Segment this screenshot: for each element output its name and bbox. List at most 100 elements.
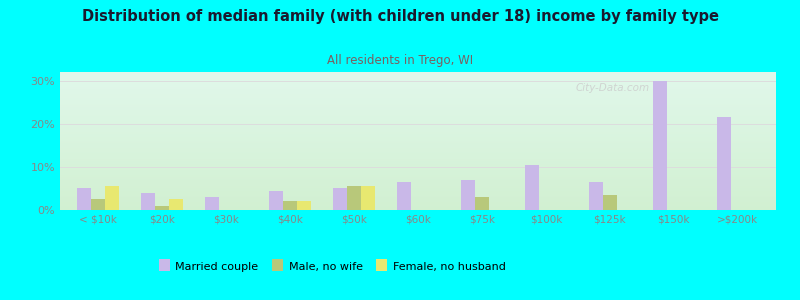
Bar (60, 195, 776, 196)
Bar (60, 178, 776, 179)
Bar (60, 125, 776, 126)
Bar (60, 167, 776, 168)
Bar (60, 132, 776, 133)
Bar (60, 112, 776, 113)
Bar (60, 91, 776, 92)
Bar (60, 169, 776, 170)
Bar (60, 102, 776, 103)
Bar (60, 84, 776, 85)
Bar (60, 95, 776, 96)
Bar (60, 134, 776, 135)
Bar (60, 189, 776, 190)
Bar (60, 110, 776, 111)
Bar (170, 199, 183, 210)
Bar (60, 202, 776, 203)
Bar (60, 154, 776, 155)
Bar (60, 191, 776, 192)
Bar (60, 156, 776, 157)
Bar (60, 163, 776, 164)
Bar (60, 202, 776, 203)
Bar (60, 145, 776, 146)
Bar (60, 90, 776, 91)
Bar (60, 165, 776, 166)
Bar (60, 83, 776, 84)
Bar (60, 209, 776, 210)
Bar (283, 201, 297, 210)
Bar (60, 168, 776, 169)
Bar (60, 123, 776, 124)
Bar (60, 74, 776, 75)
Bar (60, 79, 776, 80)
Bar (60, 141, 776, 142)
Bar (60, 111, 776, 112)
Bar (60, 76, 776, 77)
Bar (60, 147, 776, 148)
Bar (60, 116, 776, 117)
Bar (91, 199, 106, 210)
Bar (60, 122, 776, 123)
Bar (60, 101, 776, 102)
Bar (60, 80, 776, 81)
Bar (589, 182, 602, 210)
Bar (60, 138, 776, 139)
Bar (60, 99, 776, 100)
Legend: Married couple, Male, no wife, Female, no husband: Married couple, Male, no wife, Female, n… (154, 257, 510, 276)
Bar (60, 193, 776, 194)
Bar (60, 115, 776, 116)
Bar (60, 179, 776, 180)
Bar (60, 75, 776, 76)
Bar (60, 89, 776, 90)
Bar (60, 186, 776, 187)
Bar (297, 201, 311, 210)
Bar (60, 87, 776, 88)
Bar (60, 144, 776, 145)
Bar (60, 100, 776, 101)
Bar (60, 158, 776, 159)
Bar (60, 170, 776, 171)
Bar (60, 151, 776, 152)
Bar (60, 105, 776, 106)
Bar (60, 182, 776, 183)
Bar (397, 182, 411, 210)
Bar (60, 155, 776, 156)
Bar (60, 176, 776, 177)
Bar (60, 97, 776, 98)
Bar (717, 117, 730, 210)
Bar (60, 198, 776, 199)
Bar (60, 137, 776, 138)
Bar (60, 126, 776, 127)
Bar (60, 161, 776, 162)
Bar (60, 85, 776, 86)
Bar (60, 81, 776, 82)
Bar (60, 205, 776, 206)
Bar (60, 133, 776, 134)
Bar (347, 186, 361, 210)
Bar (60, 139, 776, 140)
Bar (60, 113, 776, 114)
Bar (60, 190, 776, 191)
Bar (60, 92, 776, 93)
Bar (78, 188, 91, 210)
Bar (60, 160, 776, 161)
Bar (60, 162, 776, 163)
Bar (60, 136, 776, 137)
Bar (653, 81, 666, 210)
Bar (60, 106, 776, 107)
Bar (60, 149, 776, 150)
Bar (60, 184, 776, 185)
Bar (525, 165, 539, 210)
Bar (60, 120, 776, 121)
Bar (269, 190, 283, 210)
Bar (60, 204, 776, 205)
Text: City-Data.com: City-Data.com (575, 83, 650, 93)
Bar (60, 104, 776, 105)
Bar (60, 119, 776, 120)
Bar (60, 135, 776, 136)
Bar (60, 128, 776, 129)
Bar (60, 114, 776, 115)
Bar (60, 153, 776, 154)
Bar (60, 148, 776, 149)
Bar (60, 77, 776, 78)
Bar (60, 208, 776, 209)
Bar (60, 127, 776, 128)
